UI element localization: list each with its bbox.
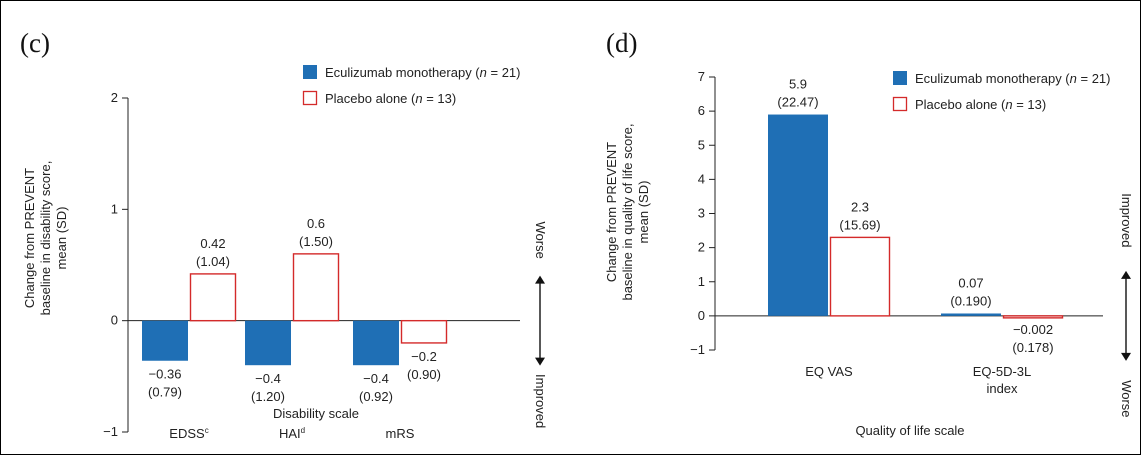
legend-swatch-eculizumab: [303, 65, 317, 79]
data-label-value: 5.9: [789, 77, 807, 92]
panel-c: (c) −1 0 1 2 Change from PREVENT baseline in d…: [20, 28, 548, 441]
y-axis-title: Change from PREVENT: [22, 168, 37, 308]
data-label-value: 0.07: [958, 275, 983, 290]
direction-arrow-up: [1121, 270, 1131, 279]
legend-entry: Eculizumab monotherapy (n = 21): [325, 65, 520, 80]
data-label-value: −0.4: [363, 371, 389, 386]
y-tick-label: 5: [698, 137, 705, 152]
data-label-value: 0.42: [200, 236, 225, 251]
y-tick-label: 0: [111, 313, 118, 328]
legend-entry: Placebo alone (n = 13): [915, 97, 1046, 112]
data-label-sd: (1.50): [299, 234, 333, 249]
panel-label: (d): [606, 28, 637, 58]
direction-label-down: Worse: [1119, 380, 1134, 417]
y-tick-label: 1: [698, 274, 705, 289]
data-label-sd: (1.20): [251, 389, 285, 404]
category-label: mRS: [386, 426, 415, 441]
data-label-sd: (0.79): [148, 385, 182, 400]
y-tick-label: 1: [111, 201, 118, 216]
bar-placebo: [1002, 315, 1064, 319]
category-label: EQ VAS: [805, 364, 853, 379]
category-label: HAId: [279, 426, 305, 441]
direction-label-up: Improved: [1119, 193, 1134, 247]
bar-placebo: [189, 273, 237, 322]
data-label-sd: (0.90): [407, 367, 441, 382]
data-label-sd: (1.04): [196, 254, 230, 269]
y-tick-label: 0: [698, 308, 705, 323]
direction-arrow-up: [535, 275, 545, 284]
y-axis-title: baseline in quality of life score,: [620, 123, 635, 300]
bar-eculizumab: [941, 313, 1001, 316]
bar-placebo: [400, 319, 448, 344]
panel-label: (c): [20, 28, 50, 58]
bar-eculizumab: [142, 320, 188, 361]
category-label: EQ-5D-3L: [973, 364, 1032, 379]
bar-eculizumab: [245, 320, 291, 366]
legend-swatch-placebo: [302, 90, 318, 106]
data-label-value: −0.4: [255, 371, 281, 386]
data-label-value: 2.3: [851, 199, 869, 214]
y-axis-title: mean (SD): [54, 207, 69, 270]
data-label-sd: (0.178): [1012, 340, 1053, 355]
y-tick-label: −1: [103, 424, 118, 439]
bar-placebo: [292, 253, 340, 322]
direction-arrow-down: [535, 357, 545, 366]
bar-placebo: [829, 236, 891, 317]
data-label-sd: (0.92): [359, 389, 393, 404]
direction-label-up: Worse: [533, 222, 548, 259]
data-label-value: 0.6: [307, 216, 325, 231]
legend-entry: Placebo alone (n = 13): [325, 91, 456, 106]
y-tick-label: 2: [698, 240, 705, 255]
legend-entry: Eculizumab monotherapy (n = 21): [915, 71, 1110, 86]
y-tick-label: 6: [698, 103, 705, 118]
y-tick-label: 3: [698, 206, 705, 221]
panel-d: (d) −1 0 1 2 3 4 5 6 7 Change from PREVENT baseline…: [604, 28, 1134, 438]
data-label-value: −0.36: [149, 367, 182, 382]
x-axis-title: Disability scale: [273, 406, 359, 421]
y-tick-label: 4: [698, 171, 705, 186]
y-tick-label: 7: [698, 69, 705, 84]
data-label-value: −0.002: [1013, 322, 1053, 337]
y-tick-label: −1: [690, 342, 705, 357]
y-axis-title: mean (SD): [636, 181, 651, 244]
legend-swatch-eculizumab: [893, 71, 907, 85]
category-label: EDSSc: [169, 426, 208, 441]
y-axis-title: baseline in disability score,: [38, 161, 53, 316]
y-tick-label: 2: [111, 90, 118, 105]
data-label-sd: (0.190): [950, 293, 991, 308]
data-label-sd: (22.47): [777, 95, 818, 110]
data-label-value: −0.2: [411, 349, 437, 364]
data-label-sd: (15.69): [839, 217, 880, 232]
direction-label-down: Improved: [533, 374, 548, 428]
bar-eculizumab: [768, 114, 828, 316]
legend-swatch-placebo: [892, 96, 908, 112]
x-axis-title: Quality of life scale: [855, 423, 964, 438]
category-label: index: [986, 381, 1018, 396]
bar-eculizumab: [353, 320, 399, 366]
y-axis-title: Change from PREVENT: [604, 142, 619, 282]
direction-arrow-down: [1121, 352, 1131, 361]
